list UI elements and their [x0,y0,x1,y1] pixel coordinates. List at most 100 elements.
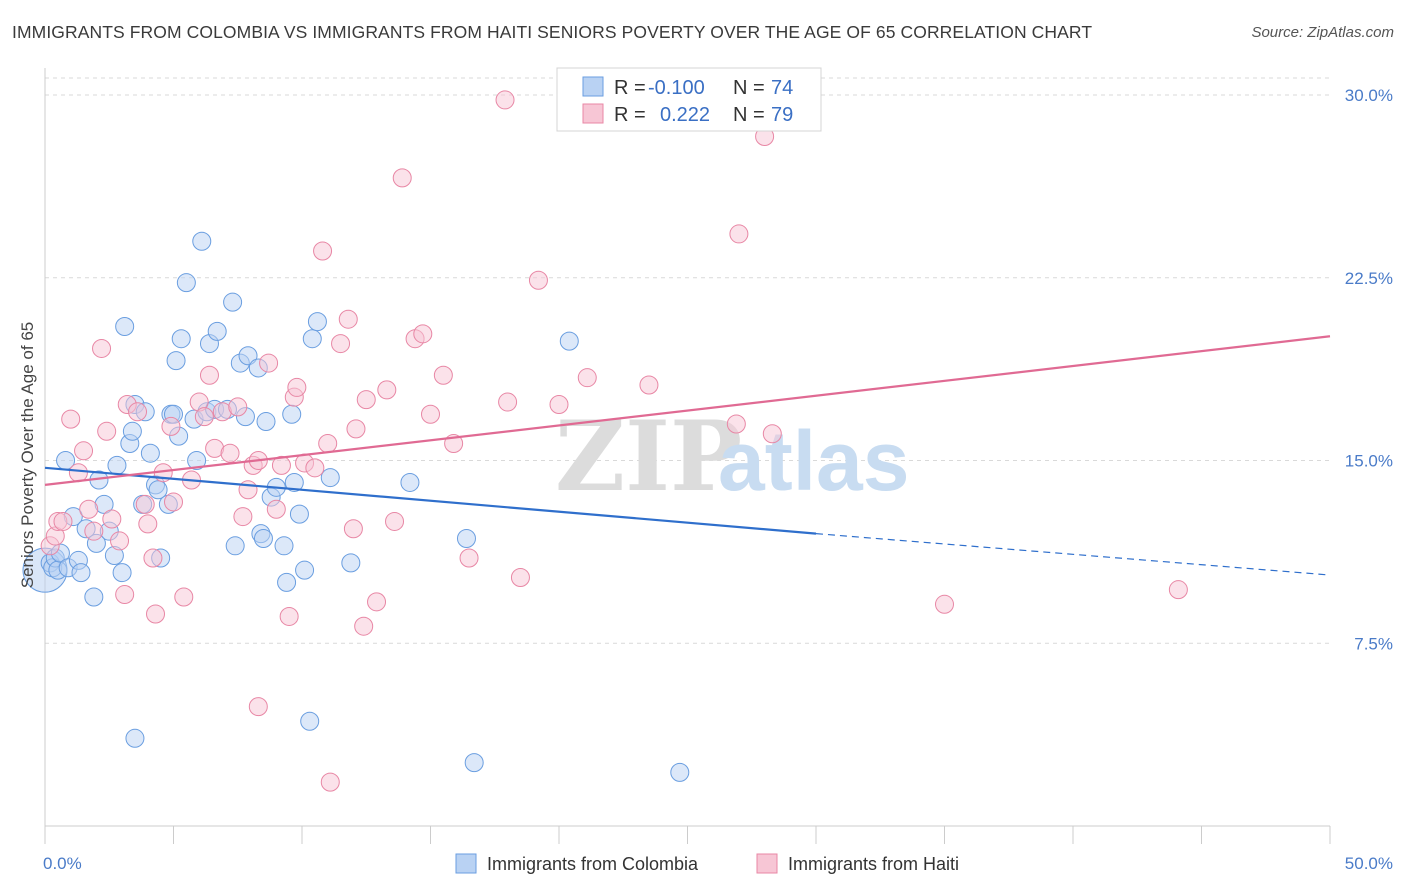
haiti-point [356,390,376,410]
x-tick-label-max: 50.0% [1345,854,1393,873]
colombia-point [223,292,243,312]
haiti-point [762,424,782,444]
haiti-point [128,402,148,422]
haiti-point [367,592,387,612]
haiti-point [248,697,268,717]
stats-colombia-r-value: -0.100 [648,77,705,99]
trend-lines [44,335,1331,576]
haiti-point [194,407,214,427]
y-tick-labels: 7.5% 15.0% 22.5% 30.0% [1345,86,1393,653]
haiti-point [279,606,299,626]
colombia-point [253,528,273,548]
y-tick-label-0: 7.5% [1354,634,1393,653]
haiti-point [74,441,94,461]
haiti-point [320,772,340,792]
haiti-point [143,548,163,568]
haiti-point [115,585,135,605]
haiti-point [377,380,397,400]
haiti-point [220,443,240,463]
stats-colombia-swatch [582,76,604,97]
chart-title: IMMIGRANTS FROM COLOMBIA VS IMMIGRANTS F… [12,22,1093,42]
colombia-point [71,563,91,583]
haiti-point [413,324,433,344]
x-tick-label-min: 0.0% [43,854,82,873]
haiti-point [495,90,515,110]
haiti-point [161,416,181,436]
colombia-trend-line [44,466,817,535]
legend: Immigrants from Colombia Immigrants from… [455,853,959,874]
x-tick-labels: 0.0% 50.0% [43,854,1393,873]
haiti-point [266,499,286,519]
haiti-point [287,377,307,397]
colombia-point [238,346,258,366]
colombia-point [122,421,142,441]
haiti-point [84,521,104,541]
haiti-point [174,587,194,607]
haiti-point [318,433,338,453]
haiti-point [510,567,530,587]
stats-haiti-n-value: 79 [771,104,793,126]
colombia-point [140,443,160,463]
haiti-point [97,421,117,441]
stats-box: R = -0.100 N = 74 R = 0.222 N = 79 [556,67,822,132]
haiti-point [729,224,749,244]
haiti-point [199,365,219,385]
colombia-point [277,572,297,592]
colombia-point [187,451,207,471]
haiti-point [164,492,183,512]
colombia-point [670,762,690,782]
stats-colombia-r-label: R = [614,77,646,99]
legend-colombia-swatch[interactable] [455,853,477,874]
haiti-point [305,458,325,478]
haiti-point [79,499,99,519]
stats-haiti-swatch [582,103,604,124]
colombia-point [115,317,135,337]
colombia-point [341,553,361,573]
legend-haiti-swatch[interactable] [756,853,778,874]
haiti-point [392,168,412,188]
haiti-point [935,594,954,614]
colombia-point [256,412,276,432]
haiti-point [421,404,440,424]
haiti-point [726,414,746,434]
haiti-point [549,394,569,414]
watermark-zip: ZIP [555,400,742,513]
colombia-point [284,472,304,492]
haiti-point [92,338,112,358]
colombia-point [107,455,127,475]
colombia-point [125,728,145,748]
haiti-point [53,511,73,531]
haiti-point [577,368,597,388]
haiti-point [354,616,374,636]
haiti-point [228,397,248,417]
haiti-point [331,334,351,354]
haiti-point [135,494,155,514]
haiti-point [68,463,88,483]
colombia-point [295,560,315,580]
haiti-point [238,480,258,500]
axes [44,68,1331,844]
colombia-point [148,480,168,500]
colombia-point [282,404,302,424]
haiti-point [498,392,518,412]
colombia-point [166,351,186,371]
colombia-point [225,536,245,556]
colombia-point [112,563,132,583]
stats-haiti-r-label: R = [614,104,646,126]
haiti-point [338,309,358,329]
colombia-points [22,231,690,782]
colombia-point [456,528,476,548]
haiti-point [138,514,158,534]
y-tick-label-1: 15.0% [1345,452,1393,471]
stats-haiti-n-label: N = [733,104,765,126]
colombia-point [176,273,196,293]
colombia-point [320,468,340,488]
haiti-point [233,507,253,527]
watermark-atlas: atlas [718,414,909,508]
watermark: ZIP atlas [555,400,909,513]
haiti-point [102,509,122,529]
haiti-point [433,365,453,385]
haiti-point [528,270,548,290]
haiti-point [110,531,130,551]
